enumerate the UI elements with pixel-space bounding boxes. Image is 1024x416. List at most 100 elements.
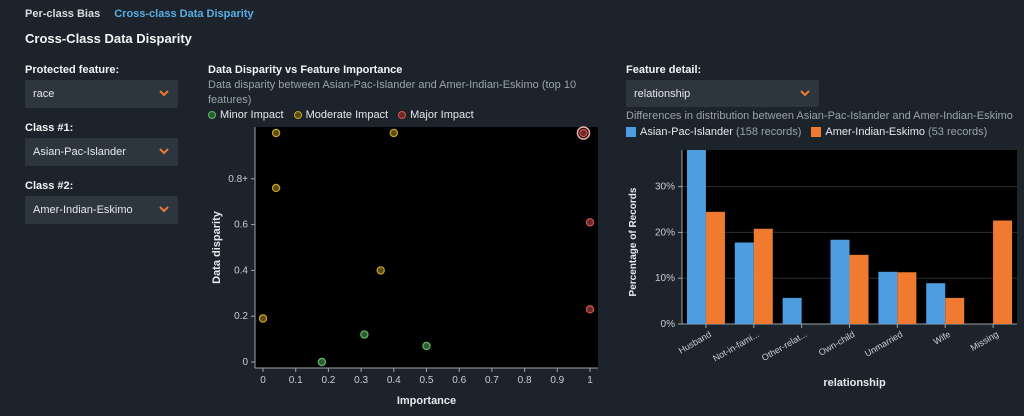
bar[interactable]: [926, 283, 946, 324]
scatter-x-tick-label: 0.6: [452, 375, 466, 386]
scatter-x-tick-label: 1: [587, 375, 593, 386]
scatter-subtitle-line1: Data disparity between Asian-Pac-Islande…: [208, 79, 577, 91]
scatter-y-tick-label: 0.2: [234, 311, 248, 322]
tab-bar: Per-class Bias Cross-class Data Disparit…: [25, 8, 254, 22]
bar-x-tick-label: Husband: [677, 329, 713, 356]
scatter-x-tick-label: 0.5: [420, 375, 434, 386]
legend-count: (53 records): [928, 126, 988, 138]
legend-item-moderate[interactable]: Moderate Impact: [293, 109, 389, 121]
legend-item-minor[interactable]: Minor Impact: [208, 109, 284, 121]
scatter-point[interactable]: [579, 128, 588, 138]
scatter-x-tick-label: 0.7: [485, 375, 499, 386]
legend-label: Asian-Pac-Islander: [640, 126, 733, 138]
chevron-down-icon: [159, 90, 169, 97]
scatter-x-tick-label: 0: [260, 375, 266, 386]
scatter-x-tick-label: 0.2: [321, 375, 335, 386]
bar-x-tick-label: Wife: [932, 329, 953, 347]
bar-y-tick-label: 0%: [661, 319, 676, 330]
scatter-x-axis-label: Importance: [397, 395, 456, 407]
scatter-subtitle-line2: features): [208, 94, 252, 106]
legend-label: Minor Impact: [220, 109, 284, 121]
scatter-title: Data Disparity vs Feature Importance: [208, 64, 403, 76]
bar-x-tick-label: Unmarried: [863, 329, 904, 359]
class1-value: Asian-Pac-Islander: [33, 146, 126, 158]
bar[interactable]: [849, 254, 869, 324]
scatter-legend: Minor Impact Moderate Impact Major Impac…: [208, 109, 484, 121]
scatter-point[interactable]: [389, 128, 398, 138]
legend-label: Amer-Indian-Eskimo: [825, 126, 925, 138]
class2-label: Class #2:: [25, 180, 74, 192]
class2-select[interactable]: Amer-Indian-Eskimo: [25, 196, 178, 224]
bar[interactable]: [705, 211, 725, 324]
legend-label: Moderate Impact: [305, 109, 389, 121]
bar-y-axis-label: Percentage of Records: [628, 187, 639, 296]
scatter-chart: 0 0.1 0.2 0.3 0.4 0.5 0.6 0.7 0.8 0.9 1 0 0.2 0.4 0.6 0…: [211, 126, 598, 407]
scatter-point[interactable]: [422, 341, 431, 351]
legend-item-major[interactable]: Major Impact: [398, 109, 474, 121]
feature-detail-title: Feature detail:: [626, 64, 702, 76]
minor-impact-dot-icon: [208, 111, 216, 119]
scatter-point[interactable]: [376, 266, 385, 275]
chevron-down-icon: [159, 206, 169, 213]
orange-square-icon: [811, 127, 822, 137]
scatter-x-tick-label: 0.3: [354, 375, 368, 386]
protected-feature-value: race: [33, 88, 55, 100]
scatter-point[interactable]: [585, 218, 595, 227]
bar[interactable]: [897, 272, 917, 324]
bar[interactable]: [945, 297, 965, 324]
page-title: Cross-Class Data Disparity: [25, 31, 192, 46]
bar-x-axis-label: relationship: [823, 377, 886, 389]
bar[interactable]: [753, 228, 773, 324]
protected-feature-label: Protected feature:: [25, 64, 120, 76]
scatter-y-tick-label: 0.6: [234, 220, 248, 231]
scatter-point[interactable]: [585, 305, 595, 314]
class1-select[interactable]: Asian-Pac-Islander: [25, 138, 178, 166]
scatter-plot-area: [255, 127, 598, 368]
blue-square-icon: [626, 127, 636, 137]
scatter-y-tick-label: 0.8+: [228, 174, 248, 185]
feature-detail-subtitle: Differences in distribution between Asia…: [626, 110, 1013, 122]
bar-legend: Asian-Pac-Islander (158 records) Amer-Ind…: [626, 126, 997, 138]
bar[interactable]: [686, 150, 706, 324]
tab-cross-class-data-disparity[interactable]: Cross-class Data Disparity: [114, 8, 254, 20]
scatter-y-axis-label: Data disparity: [211, 210, 223, 284]
legend-item-amer-indian-eskimo[interactable]: Amer-Indian-Eskimo (53 records): [811, 126, 987, 138]
bar[interactable]: [878, 271, 898, 324]
bar[interactable]: [782, 297, 802, 324]
protected-feature-select[interactable]: race: [25, 80, 178, 108]
scatter-point[interactable]: [271, 128, 281, 138]
bar-y-tick-label: 30%: [655, 182, 675, 193]
legend-count: (158 records): [735, 126, 802, 138]
tab-per-class-bias[interactable]: Per-class Bias: [25, 8, 101, 20]
bar[interactable]: [830, 239, 850, 324]
major-impact-dot-icon: [398, 111, 407, 119]
feature-detail-select[interactable]: relationship: [626, 80, 819, 107]
scatter-x-tick-label: 0.1: [289, 375, 303, 386]
bar-x-tick-label: Other-relat...: [760, 329, 809, 363]
moderate-impact-dot-icon: [293, 111, 302, 119]
scatter-x-tick-label: 0.8: [518, 375, 532, 386]
class1-label: Class #1:: [25, 122, 74, 134]
scatter-x-tick-label: 0.4: [387, 375, 401, 386]
bar-x-tick-label: Missing: [969, 329, 1000, 353]
chevron-down-icon: [800, 90, 810, 97]
scatter-point[interactable]: [360, 330, 369, 339]
chevron-down-icon: [159, 148, 169, 155]
scatter-point[interactable]: [317, 357, 327, 367]
bar[interactable]: [993, 220, 1013, 324]
scatter-point[interactable]: [258, 314, 268, 323]
bar-x-tick-label: Own-child: [817, 329, 857, 358]
scatter-y-tick-label: 0: [242, 357, 248, 368]
class2-value: Amer-Indian-Eskimo: [33, 204, 133, 216]
bar-x-tick-label: Not-in-fami...: [711, 329, 761, 363]
scatter-point[interactable]: [271, 183, 281, 193]
selected-point-ring: [576, 126, 591, 140]
bar[interactable]: [734, 242, 754, 324]
scatter-y-tick-label: 0.4: [234, 265, 248, 276]
bar-y-tick-label: 20%: [655, 227, 675, 238]
bar-y-tick-label: 10%: [655, 273, 675, 284]
legend-label: Major Impact: [410, 109, 474, 121]
scatter-x-tick-label: 0.9: [550, 375, 564, 386]
legend-item-asian-pac-islander[interactable]: Asian-Pac-Islander (158 records): [626, 126, 801, 138]
